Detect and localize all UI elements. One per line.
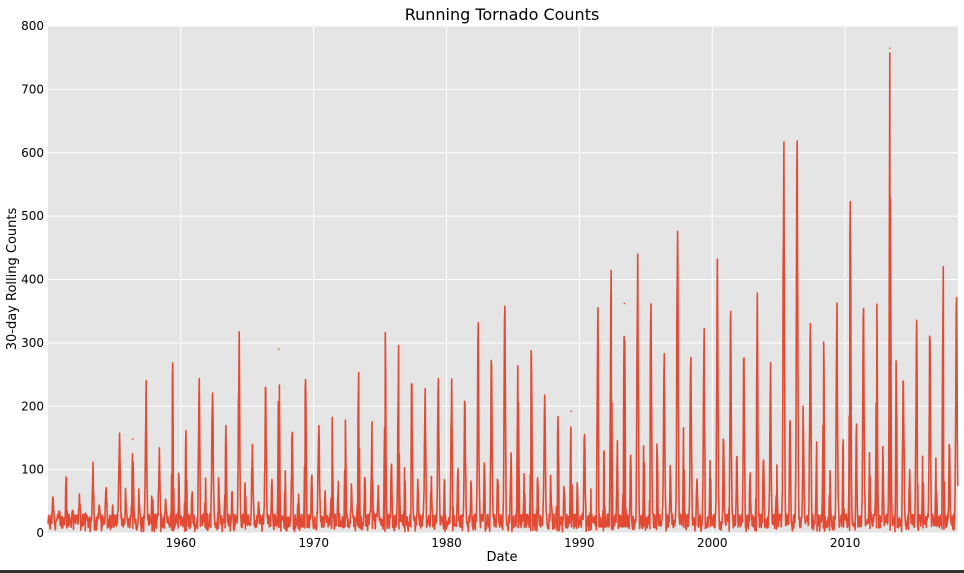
data-point	[158, 465, 161, 468]
series-line	[47, 52, 959, 533]
data-point	[650, 315, 652, 318]
data-point	[92, 476, 94, 479]
data-point	[477, 337, 479, 339]
y-tick-label: 600	[21, 146, 44, 160]
data-point	[278, 348, 280, 351]
data-point	[291, 446, 293, 449]
data-point	[862, 323, 865, 325]
data-point	[490, 380, 493, 382]
data-point	[450, 392, 453, 395]
data-point	[915, 326, 918, 328]
y-tick-label: 800	[21, 19, 44, 33]
y-tick-label: 100	[21, 463, 44, 477]
x-tick-label: 2000	[697, 536, 728, 550]
data-point	[251, 454, 254, 457]
data-point	[464, 418, 466, 420]
data-point	[942, 281, 944, 283]
data-point	[238, 349, 240, 352]
data-point	[264, 394, 267, 396]
data-point	[530, 366, 533, 368]
y-tick-label: 300	[21, 336, 44, 350]
x-tick-label: 2010	[830, 536, 861, 550]
data-point	[623, 302, 626, 305]
y-tick-label: 500	[21, 209, 44, 223]
data-point	[198, 387, 200, 390]
data-point	[809, 334, 812, 337]
data-point	[743, 372, 745, 375]
data-point	[729, 328, 732, 330]
data-point	[65, 491, 68, 493]
x-tick-label: 1970	[298, 536, 329, 550]
data-point	[636, 260, 639, 263]
data-point	[782, 154, 785, 157]
data-point	[689, 368, 692, 371]
data-point	[716, 275, 719, 278]
data-point	[371, 437, 373, 439]
data-point	[105, 497, 107, 499]
data-point	[304, 388, 307, 391]
data-point	[384, 337, 386, 339]
data-point	[437, 389, 440, 392]
data-point	[836, 319, 838, 322]
data-point	[875, 309, 878, 311]
data-point	[703, 340, 705, 343]
data-point	[331, 433, 333, 436]
data-point	[902, 386, 905, 389]
data-point	[769, 378, 772, 381]
x-axis-label: Date	[486, 550, 517, 565]
data-point	[118, 446, 121, 449]
data-point	[955, 311, 958, 314]
y-tick-label: 200	[21, 399, 44, 413]
x-tick-label: 1990	[564, 536, 595, 550]
window-bottom-edge	[0, 570, 964, 573]
data-point	[131, 438, 134, 441]
x-tick-label: 1960	[166, 536, 197, 550]
data-point	[889, 47, 891, 49]
y-tick-label: 700	[21, 82, 44, 96]
data-point	[676, 245, 679, 247]
data-point	[52, 510, 54, 512]
data-point	[610, 286, 612, 288]
data-point	[78, 508, 81, 510]
data-point	[849, 213, 851, 216]
y-axis-label: 30-day Rolling Counts	[5, 208, 20, 351]
x-tick-label: 1980	[431, 536, 462, 550]
data-point	[424, 395, 426, 398]
data-point	[543, 408, 546, 411]
data-point	[171, 380, 174, 382]
data-point	[570, 410, 572, 413]
data-point	[410, 399, 413, 401]
tick-labels: 0 100 200 300 400 500 600 700 800 1960 1970 1980 199…	[21, 19, 860, 550]
y-tick-label: 400	[21, 273, 44, 287]
data-point	[517, 368, 519, 371]
data-point	[224, 440, 227, 442]
data-point	[929, 349, 931, 352]
chart-title: Running Tornado Counts	[405, 5, 600, 24]
data-point	[822, 351, 825, 354]
series-layer	[47, 47, 959, 533]
y-tick-label: 0	[36, 526, 44, 540]
data-point	[583, 449, 586, 452]
data-point	[796, 148, 798, 151]
data-point	[317, 430, 320, 433]
data-point	[185, 443, 187, 446]
data-point	[663, 366, 665, 368]
data-point	[344, 437, 347, 439]
data-point	[503, 313, 506, 316]
data-point	[596, 317, 599, 320]
data-point	[557, 421, 559, 423]
data-point	[211, 399, 214, 401]
data-point	[145, 392, 147, 395]
data-point	[357, 380, 360, 382]
data-point	[756, 297, 758, 300]
data-point	[397, 362, 400, 364]
